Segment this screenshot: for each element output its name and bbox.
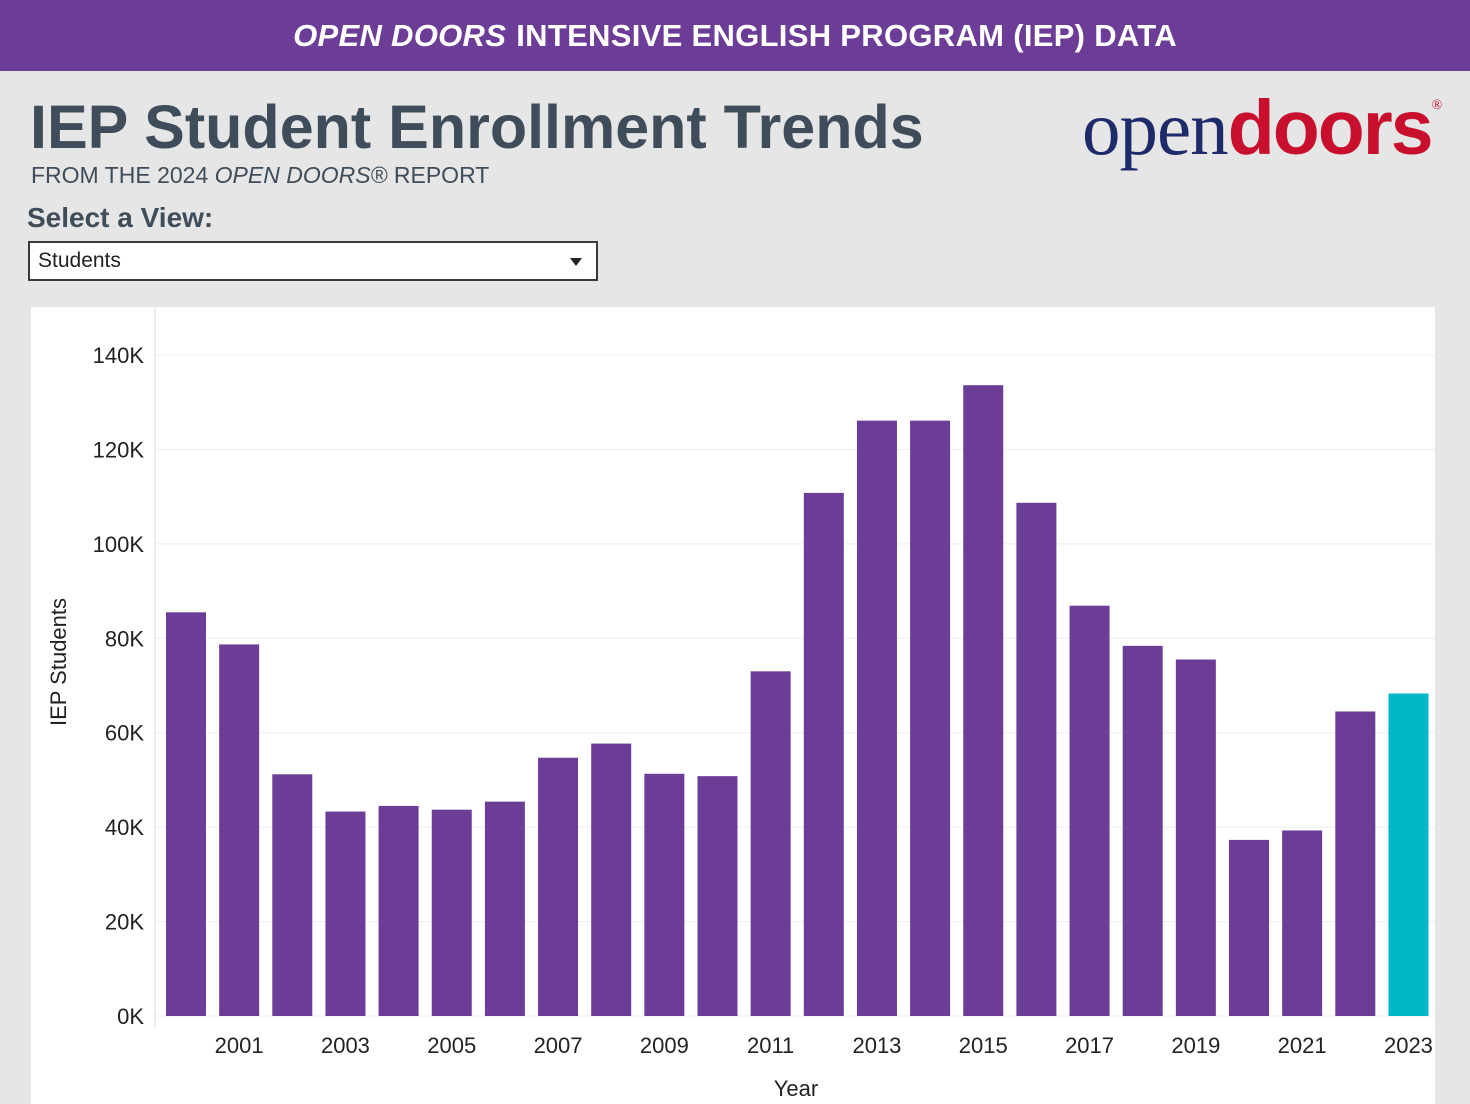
bar-2019[interactable] — [1175, 659, 1216, 1016]
bar-2020[interactable] — [1229, 839, 1269, 1016]
x-tick-label: 2021 — [1278, 1033, 1327, 1058]
gridlines — [155, 354, 1435, 1017]
header-banner: OPEN DOORS INTENSIVE ENGLISH PROGRAM (IE… — [0, 0, 1470, 71]
x-tick-label: 2013 — [852, 1033, 901, 1058]
chart-panel: 0K 20K 40K 60K 80K 100K 120K 140K 2001 2003 2005 2… — [31, 307, 1435, 1104]
bar-2013[interactable] — [856, 420, 897, 1016]
page-subtitle: FROM THE 2024 OPEN DOORS® REPORT — [31, 162, 489, 189]
x-tick-label: 2023 — [1384, 1033, 1433, 1058]
y-tick-label: 80K — [105, 626, 144, 651]
bars — [166, 385, 1429, 1016]
chevron-down-icon[interactable] — [570, 258, 582, 266]
x-tick-label: 2015 — [959, 1033, 1008, 1058]
subtitle-report-name: OPEN DOORS® — [214, 162, 388, 188]
x-tick-labels: 2001 2003 2005 2007 2009 2011 2013 2015 2017 2019… — [215, 1033, 1433, 1058]
y-tick-label: 100K — [93, 532, 145, 557]
bar-2004[interactable] — [378, 805, 419, 1016]
bar-2017[interactable] — [1069, 605, 1110, 1016]
banner-title-italic: OPEN DOORS — [293, 17, 507, 53]
bar-2008[interactable] — [591, 743, 632, 1016]
bar-2010[interactable] — [697, 776, 738, 1016]
y-tick-label: 20K — [105, 910, 144, 935]
bar-2003[interactable] — [325, 811, 366, 1016]
x-tick-label: 2019 — [1171, 1033, 1220, 1058]
logo-open: open — [1082, 85, 1229, 171]
bar-2011[interactable] — [750, 671, 791, 1016]
subtitle-suffix: REPORT — [387, 162, 490, 188]
x-tick-label: 2011 — [747, 1033, 794, 1058]
x-tick-label: 2017 — [1065, 1033, 1114, 1058]
bar-2023[interactable] — [1388, 693, 1429, 1016]
logo-doors: doors — [1227, 85, 1434, 171]
view-selector-label: Select a View: — [27, 202, 214, 233]
subtitle-prefix: FROM THE 2024 — [31, 162, 215, 188]
bar-2012[interactable] — [803, 492, 844, 1016]
bar-2005[interactable] — [431, 809, 472, 1016]
page-title: IEP Student Enrollment Trends — [30, 93, 924, 161]
bar-2000[interactable] — [166, 612, 206, 1016]
y-tick-label: 60K — [105, 721, 144, 746]
x-axis-title: Year — [774, 1076, 818, 1101]
open-doors-logo: opendoors® — [1082, 84, 1443, 173]
y-tick-label: 140K — [93, 343, 145, 368]
bar-2007[interactable] — [538, 757, 579, 1016]
bar-2021[interactable] — [1282, 830, 1323, 1016]
bar-2022[interactable] — [1335, 711, 1376, 1016]
y-tick-labels: 0K 20K 40K 60K 80K 100K 120K 140K — [93, 343, 145, 1029]
banner-title: INTENSIVE ENGLISH PROGRAM (IEP) DATA — [516, 17, 1177, 53]
bar-2002[interactable] — [272, 774, 313, 1016]
y-axis-title: IEP Students — [46, 598, 71, 726]
y-tick-label: 120K — [93, 437, 145, 462]
bar-2015[interactable] — [963, 385, 1004, 1016]
bar-2016[interactable] — [1016, 502, 1057, 1016]
bar-2001[interactable] — [219, 644, 260, 1016]
y-tick-label: 0K — [117, 1004, 144, 1029]
x-tick-label: 2005 — [427, 1033, 476, 1058]
x-tick-label: 2003 — [321, 1033, 370, 1058]
x-tick-label: 2007 — [534, 1033, 583, 1058]
logo-registered-mark: ® — [1431, 98, 1443, 113]
view-selector-value: Students — [38, 249, 121, 272]
bar-2006[interactable] — [484, 801, 525, 1016]
view-selector-dropdown[interactable]: Students — [28, 241, 598, 281]
bar-2018[interactable] — [1122, 645, 1163, 1016]
x-tick-label: 2009 — [640, 1033, 689, 1058]
bar-2009[interactable] — [644, 773, 685, 1016]
bar-2014[interactable] — [910, 420, 951, 1016]
y-tick-label: 40K — [105, 815, 144, 840]
x-tick-label: 2001 — [215, 1033, 264, 1058]
